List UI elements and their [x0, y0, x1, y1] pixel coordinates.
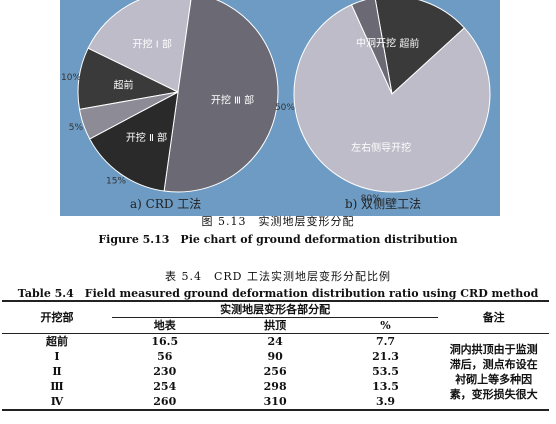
- pie-slice: [374, 0, 466, 95]
- cell-part: Ⅳ: [2, 394, 112, 411]
- pie-slice: [293, 4, 491, 193]
- cell-ground: 260: [111, 394, 218, 411]
- header-group: 实测地层变形各部分配: [111, 300, 439, 318]
- cell-vault: 298: [263, 380, 287, 393]
- cell-pct: 7.7: [375, 335, 396, 348]
- cell-vault: 310: [217, 394, 333, 411]
- pie-slice: [78, 91, 179, 140]
- pie-charts: 超前 10% 开挖 Ⅰ 部 20% 开挖 Ⅲ 部 50% 开挖 Ⅱ 部 15% 5% a) CRD…: [60, 0, 500, 216]
- pie-slice: [89, 91, 179, 192]
- cell-part: Ⅱ: [52, 365, 62, 378]
- cell-part: 超前: [45, 335, 68, 348]
- cell-vault: 90: [267, 350, 283, 363]
- pie-slice: [163, 0, 279, 193]
- table-row: Ⅳ 260 310 3.9: [2, 394, 549, 411]
- pie-subtitle: b) 双侧壁工法: [345, 196, 421, 211]
- figure-caption-en: Figure 5.13 Pie chart of ground deformat…: [98, 233, 458, 246]
- note-line: 洞内拱顶由于监测: [449, 342, 538, 356]
- pie-subtitle: a) CRD 工法: [130, 197, 201, 211]
- header-note: 备注: [438, 300, 549, 334]
- table-row: Ⅲ 254 298 13.5: [2, 379, 549, 394]
- slice-label: 开挖 Ⅰ 部: [133, 37, 172, 50]
- header-part: 开挖部: [2, 300, 112, 334]
- slice-value-label: 5%: [69, 123, 84, 133]
- slice-value-label: 10%: [61, 73, 81, 83]
- pie-slice: [350, 0, 393, 95]
- cell-ground: 56: [157, 350, 173, 363]
- slice-value-label: 50%: [275, 103, 295, 113]
- table-row: 超前 16.5 24 7.7 洞内拱顶由于监测 滞后，测点布设在 衬砌上等多种因…: [2, 333, 549, 411]
- header-pct: %: [332, 317, 439, 334]
- note-line: 素，变形损失很大: [449, 387, 538, 401]
- table-caption-cn: 表 5.4 CRD 工法实测地层变形分配比例: [164, 270, 391, 283]
- slice-value-label: 15%: [106, 176, 126, 186]
- cell-pct: 3.9: [332, 394, 439, 411]
- note-line: 滞后，测点布设在: [449, 357, 538, 371]
- slice-value-label: 20%: [117, 0, 137, 3]
- cell-vault: 24: [267, 335, 283, 348]
- slice-label: 中洞开挖: [356, 37, 396, 50]
- note-cell: 洞内拱顶由于监测 滞后，测点布设在 衬砌上等多种因 素，变形损失很大: [438, 333, 549, 411]
- slice-label: 开挖 Ⅱ 部: [126, 131, 167, 144]
- cell-pct: 21.3: [372, 350, 399, 363]
- pie-slice: [87, 0, 192, 93]
- cell-part: Ⅰ: [54, 350, 60, 363]
- cell-ground: 230: [153, 365, 177, 378]
- header-ground: 地表: [111, 317, 218, 334]
- cell-pct: 13.5: [372, 380, 399, 393]
- deformation-table: 开挖部 实测地层变形各部分配 备注 地表 拱顶 % 超前 16.5 24 7.7…: [2, 300, 549, 411]
- cell-part: Ⅲ: [50, 380, 64, 393]
- header-vault: 拱顶: [217, 317, 333, 334]
- slice-label: 超前: [399, 37, 419, 50]
- slice-label: 超前: [114, 78, 134, 91]
- table-row: Ⅱ 230 256 53.5: [2, 364, 549, 379]
- pie-figure: 超前 10% 开挖 Ⅰ 部 20% 开挖 Ⅲ 部 50% 开挖 Ⅱ 部 15% 5% a) CRD…: [60, 0, 500, 216]
- cell-vault: 256: [263, 365, 287, 378]
- cell-pct: 53.5: [372, 365, 399, 378]
- slice-label: 开挖 Ⅲ 部: [211, 94, 254, 107]
- slice-label: 左右侧导开挖: [351, 141, 411, 154]
- note-line: 衬砌上等多种因: [455, 372, 533, 386]
- figure-caption-cn: 图 5.13 实测地层变形分配: [201, 215, 355, 228]
- table-row: Ⅰ 56 90 21.3: [2, 349, 549, 364]
- slice-value-label: 80%: [361, 194, 381, 204]
- cell-ground: 16.5: [151, 335, 179, 348]
- cell-ground: 254: [153, 380, 177, 393]
- table-caption-en: Table 5.4 Field measured ground deformat…: [17, 287, 539, 300]
